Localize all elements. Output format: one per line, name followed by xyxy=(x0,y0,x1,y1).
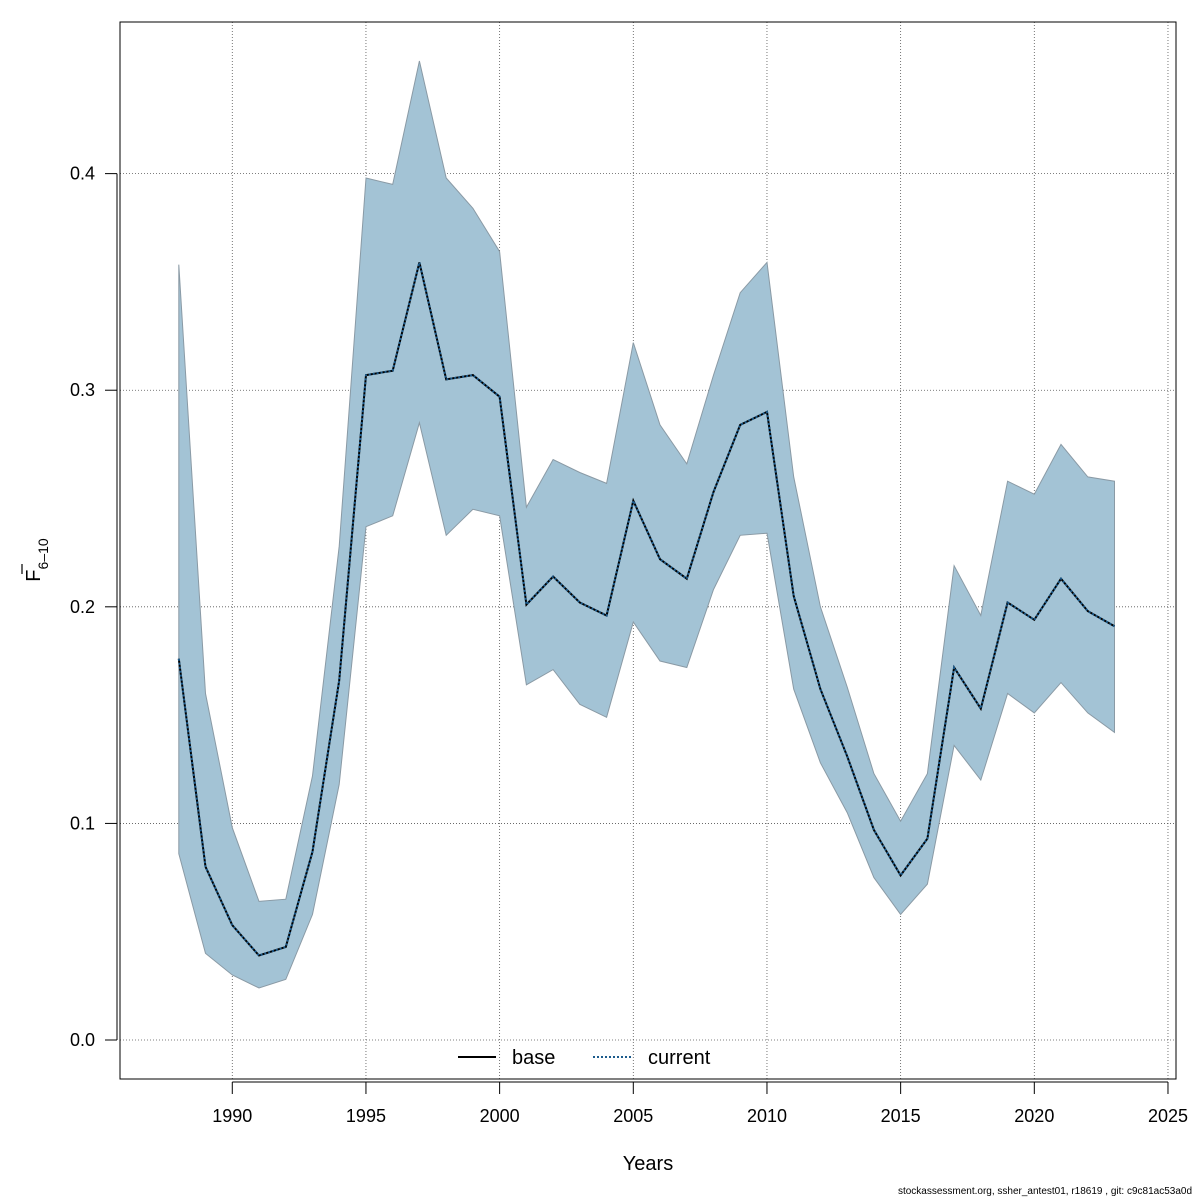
legend: base current xyxy=(458,1047,711,1069)
y-tick-label: 0.3 xyxy=(70,380,95,400)
x-tick-label: 2010 xyxy=(747,1106,787,1126)
y-tick-label: 0.2 xyxy=(70,597,95,617)
y-axis-title-main: F xyxy=(23,569,45,581)
x-axis: 1990 1995 2000 2005 2010 2015 2020 2025 xyxy=(212,1081,1188,1126)
x-tick-label: 1995 xyxy=(346,1106,386,1126)
svg-text:F6–10: F6–10 xyxy=(23,538,51,582)
series-lines xyxy=(177,262,1115,957)
x-tick-label: 2015 xyxy=(881,1106,921,1126)
y-tick-label: 0.0 xyxy=(70,1030,95,1050)
y-tick-label: 0.1 xyxy=(70,813,95,833)
series-line-current xyxy=(177,262,1115,957)
legend-label-base: base xyxy=(512,1047,555,1069)
x-tick-label: 2020 xyxy=(1014,1106,1054,1126)
footer-credit: stockassessment.org, ssher_antest01, r18… xyxy=(897,1186,1192,1197)
x-tick-label: 1990 xyxy=(212,1106,252,1126)
y-axis-title: F6–10 xyxy=(21,538,51,582)
x-axis-title: Years xyxy=(623,1153,673,1175)
y-axis-title-subscript: 6–10 xyxy=(35,538,51,569)
y-axis: 0.0 0.1 0.2 0.3 0.4 xyxy=(70,164,118,1050)
x-tick-label: 2025 xyxy=(1148,1106,1188,1126)
plot-frame xyxy=(119,21,1177,1080)
y-tick-label: 0.4 xyxy=(70,164,95,184)
x-tick-label: 2005 xyxy=(613,1106,653,1126)
legend-label-current: current xyxy=(648,1047,711,1069)
x-tick-label: 2000 xyxy=(480,1106,520,1126)
